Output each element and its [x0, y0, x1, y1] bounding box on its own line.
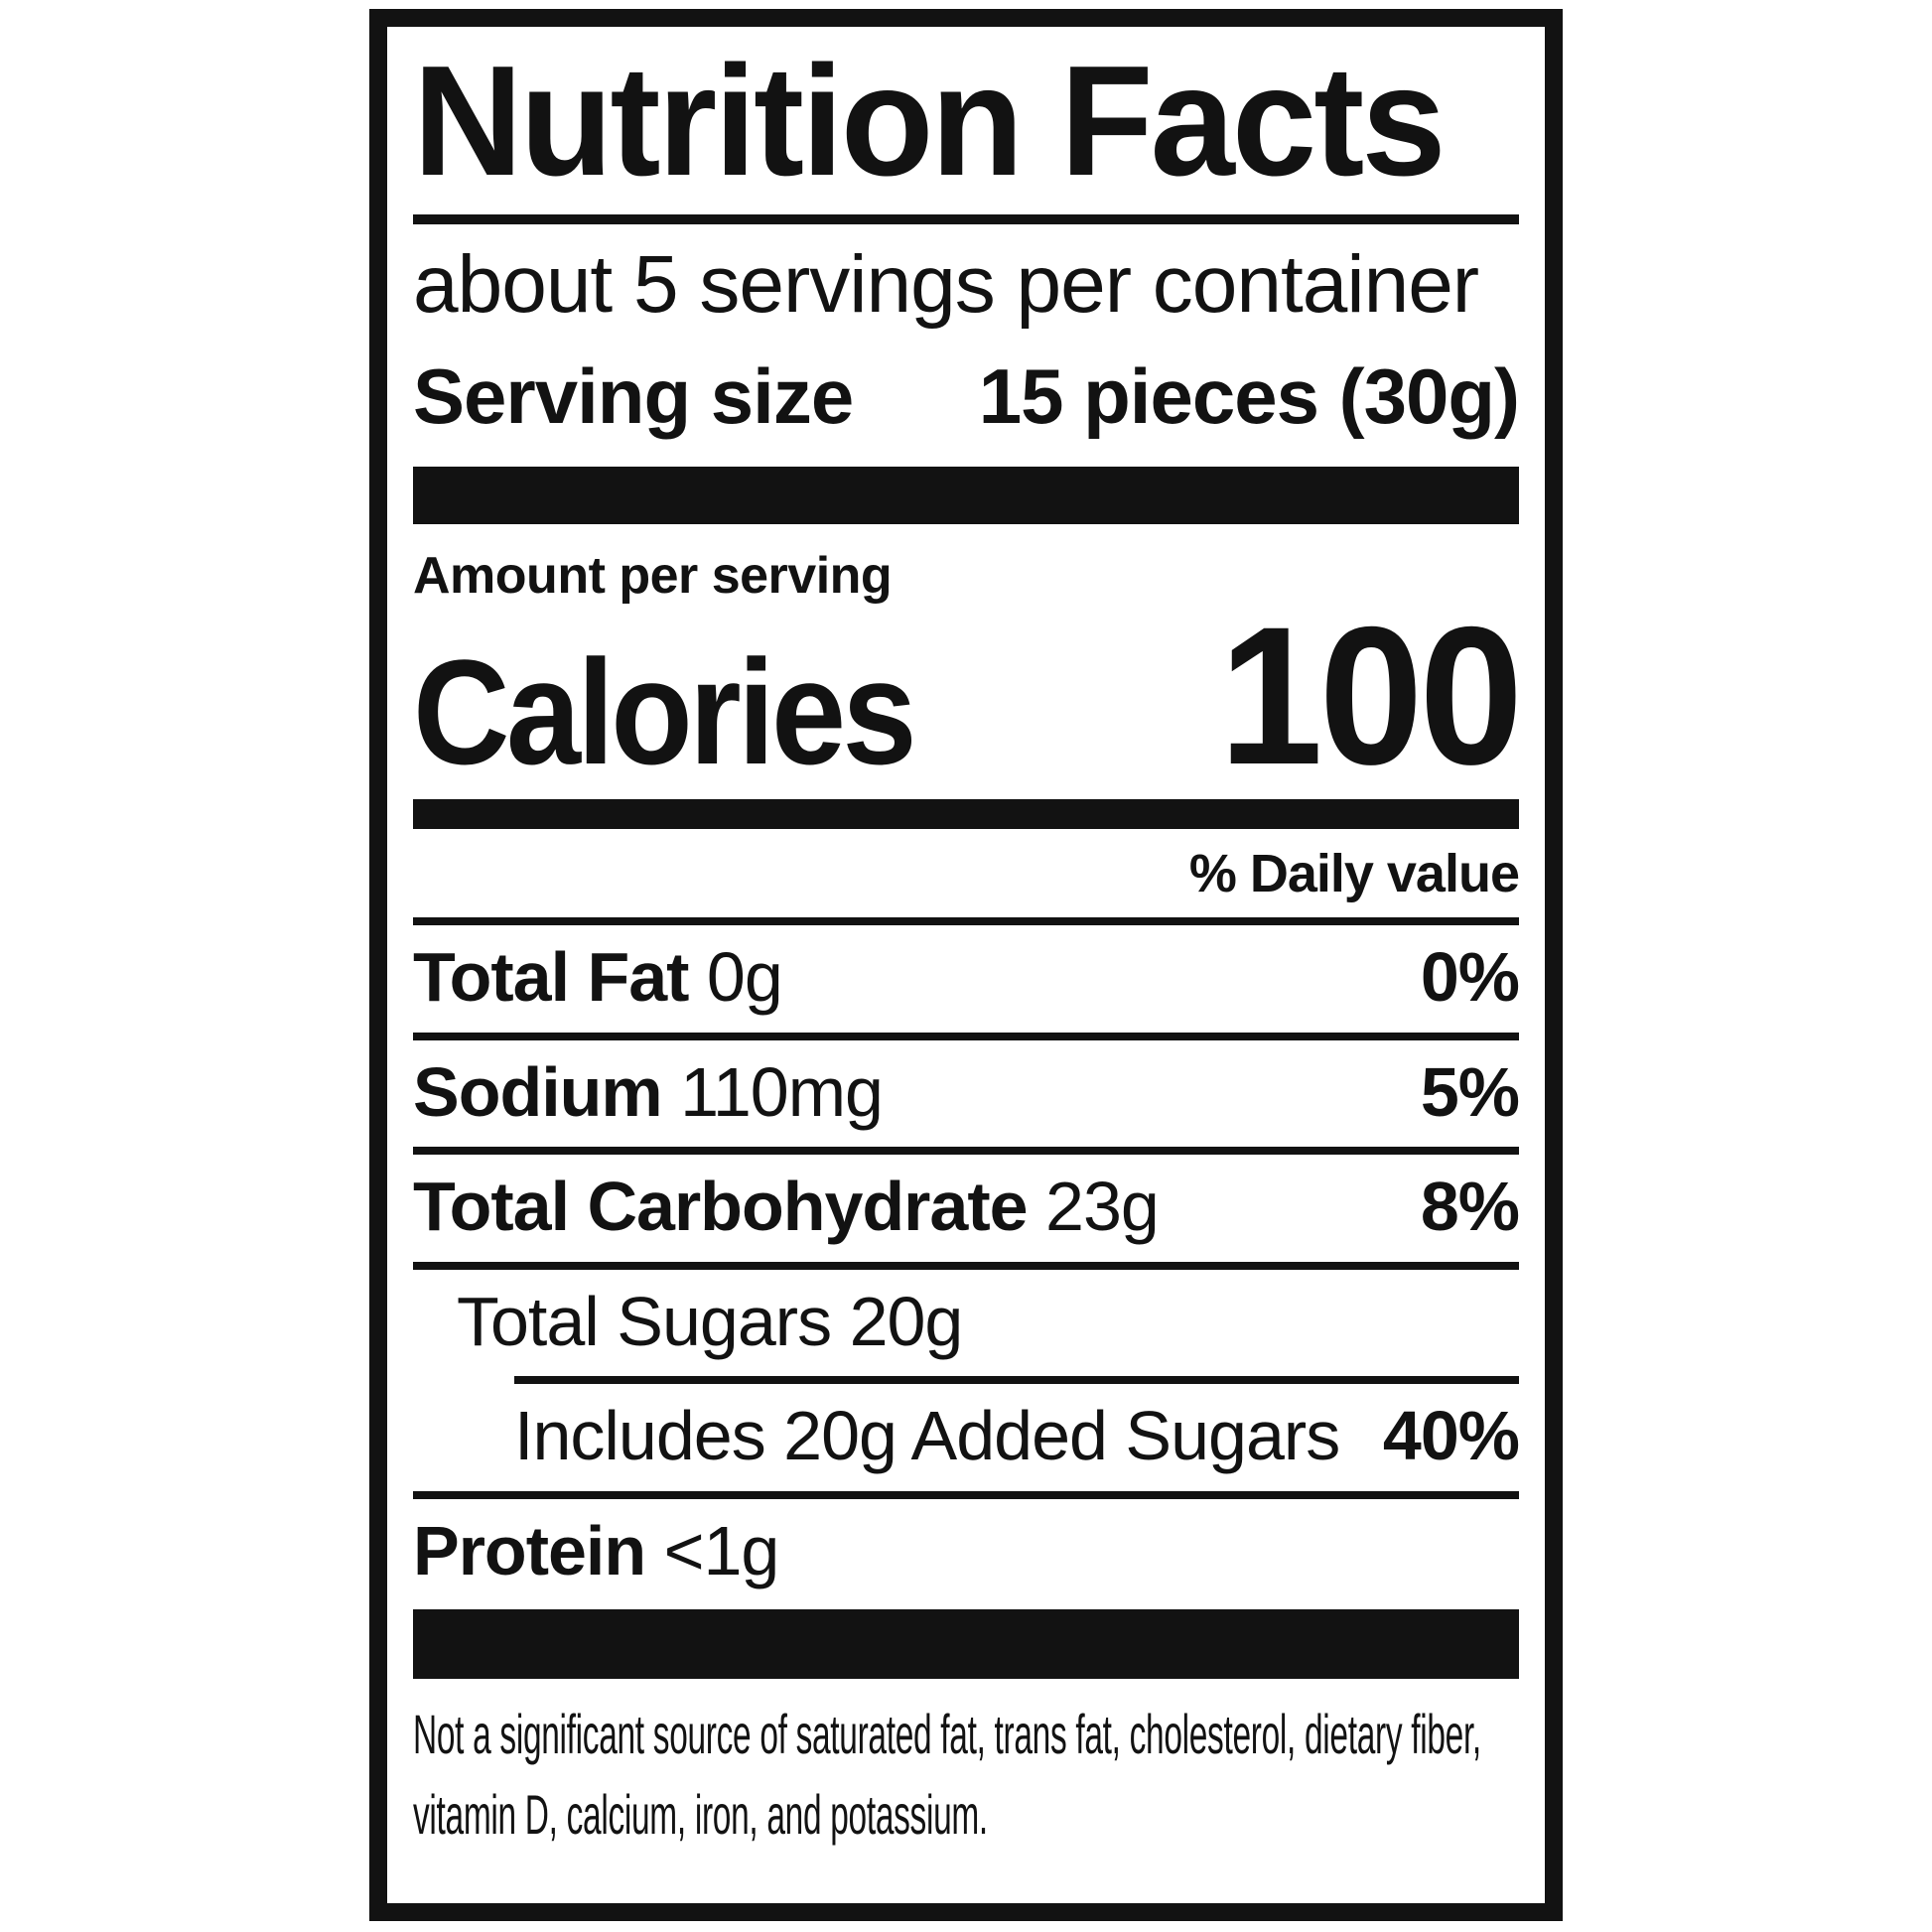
nutrient-daily-value: 0%	[1420, 937, 1520, 1016]
calories-row: Calories 100	[413, 586, 1523, 806]
serving-size-row: Serving size 15 pieces (30g)	[413, 351, 1520, 440]
nutrient-name-amount: Includes 20g Added Sugars	[514, 1397, 1340, 1475]
row-divider-rule	[413, 1147, 1519, 1156]
nutrient-name: Protein	[413, 1511, 646, 1589]
nutrient-name-amount: Total Sugars 20g	[457, 1282, 964, 1360]
nutrition-facts-title: Nutrition Facts	[413, 34, 1447, 208]
nutrient-name: Sodium	[413, 1052, 663, 1131]
nutrient-amount: 20g	[849, 1282, 964, 1360]
nutrient-row-sodium: Sodium 110mg 5%	[413, 1040, 1520, 1148]
nutrient-name-amount: Total Carbohydrate 23g	[413, 1168, 1160, 1246]
calories-value: 100	[1218, 586, 1523, 806]
daily-value-header: % Daily value	[1188, 843, 1520, 903]
nutrient-daily-value: 40%	[1382, 1397, 1520, 1475]
footnote-text: Not a significant source of saturated fa…	[413, 1703, 1481, 1846]
nutrient-daily-value: 5%	[1420, 1052, 1520, 1131]
nutrient-name-amount: Protein <1g	[413, 1511, 780, 1589]
calories-separator-bar	[413, 798, 1519, 829]
serving-size-label: Serving size	[413, 351, 854, 440]
nutrient-amount: <1g	[663, 1511, 780, 1589]
nutrition-facts-label: Nutrition Facts about 5 servings per con…	[369, 9, 1563, 1921]
nutrient-name: Total Carbohydrate	[413, 1168, 1029, 1246]
nutrient-name: Total Fat	[413, 937, 689, 1016]
nutrient-daily-value: 8%	[1420, 1168, 1520, 1246]
thick-separator-bar-bottom	[413, 1609, 1519, 1680]
nutrient-row-total-carbohydrate: Total Carbohydrate 23g 8%	[413, 1155, 1520, 1262]
title-divider-rule	[413, 214, 1519, 225]
nutrient-name: Includes 20g Added Sugars	[514, 1397, 1340, 1475]
row-divider-rule	[413, 1032, 1519, 1040]
row-divider-rule	[413, 1490, 1519, 1499]
nutrient-row-total-fat: Total Fat 0g 0%	[413, 925, 1520, 1033]
nutrient-name: Total Sugars	[457, 1282, 832, 1360]
nutrient-name-amount: Total Fat 0g	[413, 937, 783, 1016]
daily-value-divider-rule	[413, 916, 1519, 925]
nutrient-row-protein: Protein <1g	[413, 1499, 1519, 1606]
row-divider-rule-indented	[514, 1376, 1519, 1385]
servings-per-container: about 5 servings per container	[413, 239, 1479, 331]
calories-label: Calories	[413, 628, 917, 796]
nutrient-row-total-sugars: Total Sugars 20g	[413, 1270, 1519, 1377]
amount-per-serving-label: Amount per serving	[413, 547, 893, 606]
serving-size-value: 15 pieces (30g)	[978, 351, 1520, 440]
footnote: Not a significant source of saturated fa…	[413, 1695, 1519, 1854]
row-divider-rule	[413, 1261, 1519, 1270]
nutrient-row-added-sugars: Includes 20g Added Sugars 40%	[413, 1384, 1520, 1491]
nutrient-amount: 110mg	[680, 1052, 884, 1131]
nutrient-amount: 23g	[1045, 1168, 1160, 1246]
nutrient-name-amount: Sodium 110mg	[413, 1052, 884, 1131]
thick-separator-bar-top	[413, 467, 1519, 525]
nutrient-amount: 0g	[706, 937, 783, 1016]
